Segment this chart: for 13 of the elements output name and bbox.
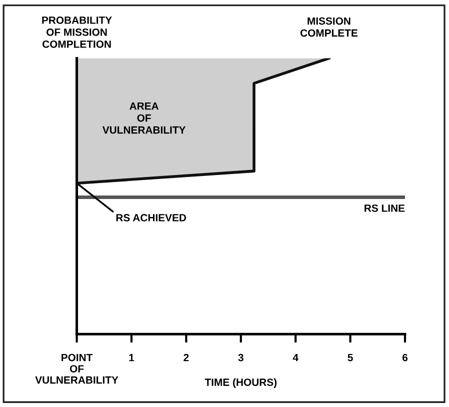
annotation: RS ACHIEVED [116, 214, 186, 222]
ref-line-label: RS LINE [364, 204, 405, 212]
annotation: AREA OF VULNERABILITY [102, 102, 186, 134]
x-tick-label: 1 [129, 354, 134, 362]
x-tick-label: 5 [348, 354, 353, 362]
x-tick-label: 2 [184, 354, 189, 362]
annotation: MISSION COMPLETE [300, 17, 358, 37]
x-tick-label: 6 [402, 354, 408, 362]
y-axis-title: PROBABILITY OF MISSION COMPLETION [42, 16, 112, 48]
x-tick-label: 4 [292, 354, 298, 362]
x-tick-label: POINT OF VULNERABILITY [35, 354, 118, 384]
x-tick-label: 3 [238, 354, 244, 362]
x-axis-title: TIME (HOURS) [204, 378, 277, 388]
